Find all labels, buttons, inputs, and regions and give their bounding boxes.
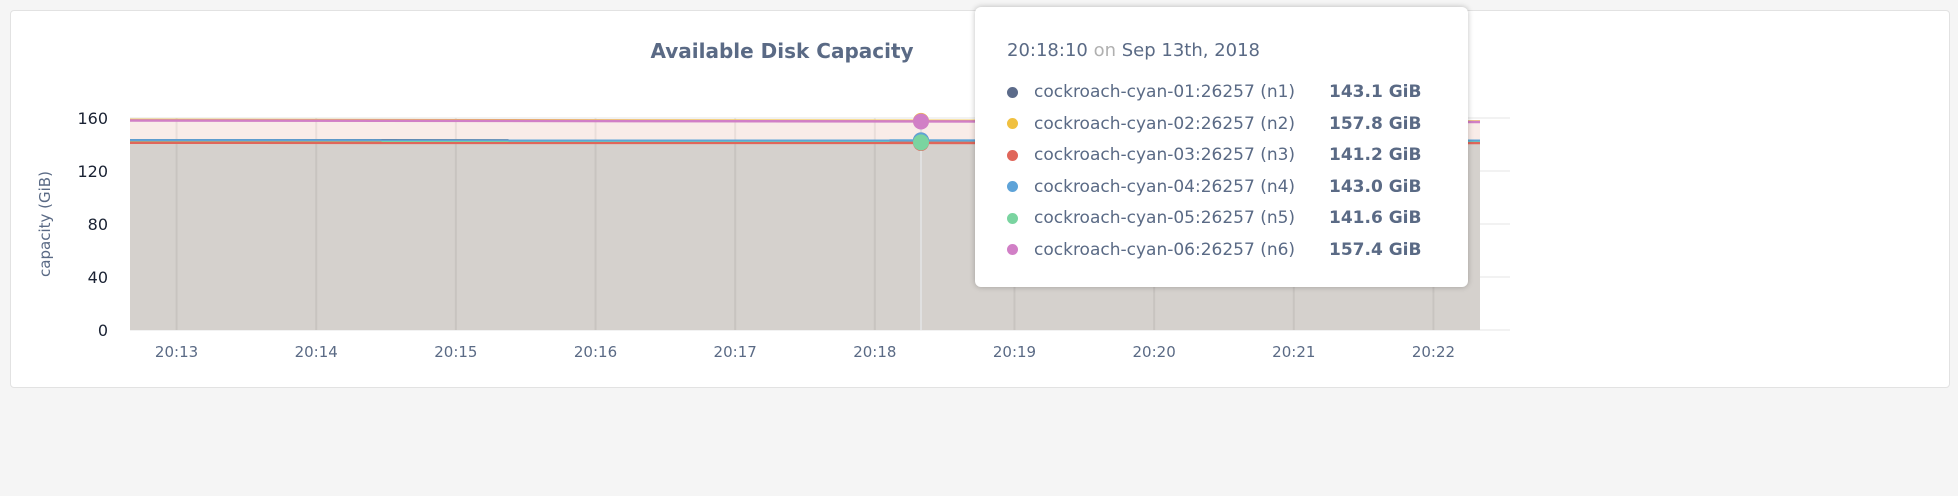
x-tick-label: 20:21 bbox=[1272, 343, 1315, 361]
tooltip-row: cockroach-cyan-05:26257 (n5) 141.6 GiB bbox=[1007, 203, 1447, 233]
series-dot-icon bbox=[1007, 181, 1018, 192]
x-tick-label: 20:20 bbox=[1133, 343, 1176, 361]
chart-title: Available Disk Capacity bbox=[650, 39, 913, 63]
tooltip-series-value: 157.8 GiB bbox=[1329, 113, 1422, 134]
tooltip-header: 20:18:10 on Sep 13th, 2018 bbox=[1007, 40, 1260, 61]
tooltip-series-name: cockroach-cyan-04:26257 (n4) bbox=[1034, 176, 1296, 197]
y-tick-label: 40 bbox=[88, 268, 108, 287]
x-tick-label: 20:17 bbox=[714, 343, 757, 361]
series-dot-icon bbox=[1007, 244, 1018, 255]
tooltip-row: cockroach-cyan-06:26257 (n6) 157.4 GiB bbox=[1007, 235, 1447, 265]
series-dot-icon bbox=[1007, 118, 1018, 129]
series-dot-icon bbox=[1007, 86, 1018, 98]
tooltip-series-name: cockroach-cyan-02:26257 (n2) bbox=[1034, 113, 1296, 134]
tooltip-series-name: cockroach-cyan-06:26257 (n6) bbox=[1034, 239, 1296, 260]
tooltip-row: cockroach-cyan-01:26257 (n1) 143.1 GiB bbox=[1007, 77, 1447, 107]
tooltip-series-value: 143.0 GiB bbox=[1329, 176, 1422, 197]
tooltip-series-value: 141.6 GiB bbox=[1329, 208, 1422, 228]
tooltip-series-value: 157.4 GiB bbox=[1329, 239, 1422, 260]
tooltip-row: cockroach-cyan-02:26257 (n2) 157.8 GiB bbox=[1007, 109, 1447, 139]
x-tick-label: 20:13 bbox=[155, 343, 198, 361]
hover-point bbox=[913, 113, 929, 130]
hover-point bbox=[913, 134, 929, 151]
x-tick-label: 20:14 bbox=[295, 343, 338, 361]
x-tick-label: 20:16 bbox=[574, 343, 617, 361]
x-tick-label: 20:22 bbox=[1412, 343, 1455, 361]
tooltip: 20:18:10 on Sep 13th, 2018 cockroach-cya… bbox=[975, 7, 1468, 287]
x-tick-label: 20:18 bbox=[853, 343, 896, 361]
tooltip-series-value: 143.1 GiB bbox=[1329, 82, 1422, 102]
x-tick-label: 20:15 bbox=[434, 343, 477, 361]
tooltip-row: cockroach-cyan-04:26257 (n4) 143.0 GiB bbox=[1007, 172, 1447, 202]
tooltip-series-value: 141.2 GiB bbox=[1329, 145, 1422, 165]
y-tick-label: 0 bbox=[98, 321, 108, 340]
y-tick-label: 80 bbox=[88, 215, 108, 234]
series-dot-icon bbox=[1007, 212, 1018, 224]
tooltip-on: on bbox=[1093, 40, 1116, 61]
series-dot-icon bbox=[1007, 149, 1018, 161]
y-axis-label: capacity (GiB) bbox=[36, 171, 54, 277]
y-tick-label: 120 bbox=[77, 162, 108, 181]
tooltip-series-name: cockroach-cyan-01:26257 (n1) bbox=[1034, 82, 1296, 102]
tooltip-series-name: cockroach-cyan-03:26257 (n3) bbox=[1034, 145, 1296, 165]
x-tick-label: 20:19 bbox=[993, 343, 1036, 361]
tooltip-row: cockroach-cyan-03:26257 (n3) 141.2 GiB bbox=[1007, 140, 1447, 170]
tooltip-date: Sep 13th, 2018 bbox=[1121, 40, 1261, 61]
y-tick-label: 160 bbox=[77, 109, 108, 128]
tooltip-time: 20:18:10 bbox=[1007, 40, 1088, 61]
tooltip-series-name: cockroach-cyan-05:26257 (n5) bbox=[1034, 208, 1296, 228]
